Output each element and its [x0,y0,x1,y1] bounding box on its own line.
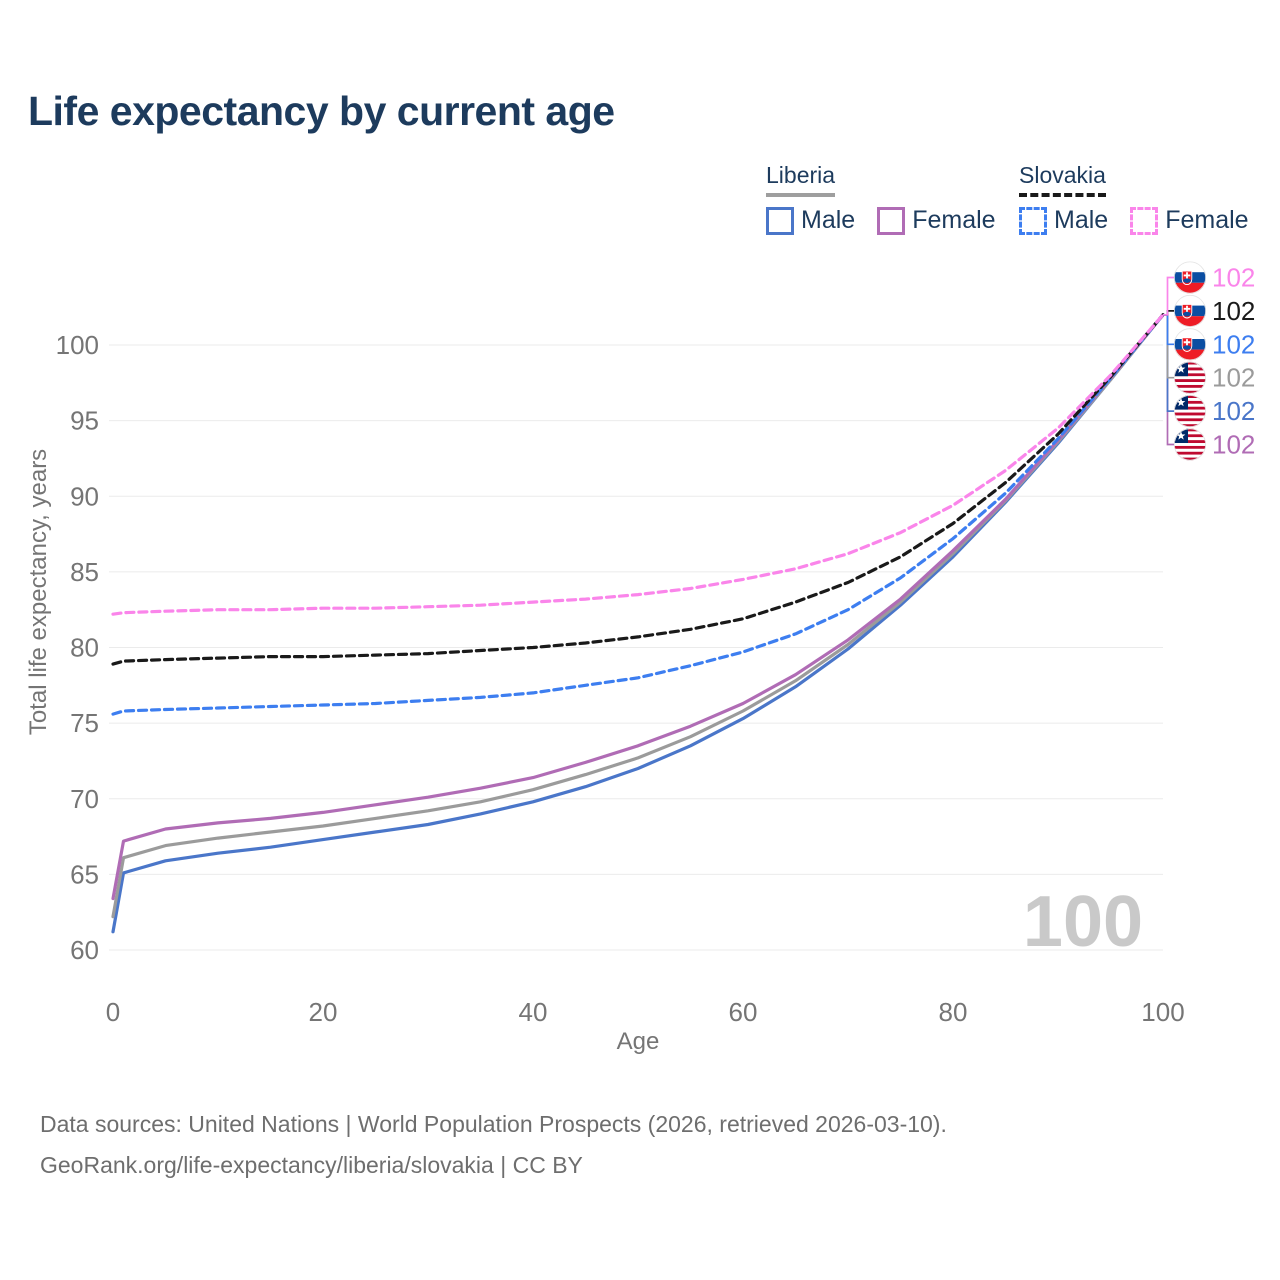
legend-country-slovakia: Slovakia [1019,162,1106,197]
end-label-connector-liberia-total [1163,313,1174,379]
page-title: Life expectancy by current age [28,88,615,134]
y-tick-label-60: 60 [70,935,99,965]
flag-slovakia-icon [1173,261,1207,294]
end-label-flag-slovakia-female [1173,261,1207,294]
legend-item-liberia-female[interactable]: Female [912,206,996,234]
y-tick-label-75: 75 [70,708,99,738]
legend-item-slovakia-female[interactable]: Female [1165,206,1249,234]
y-tick-label-100: 100 [56,330,99,360]
end-label-flag-liberia-total [1173,361,1207,394]
x-tick-label-40: 40 [519,997,548,1027]
series-line-liberia-male [111,313,1165,934]
legend-group-slovakia: Slovakia Male Female [1019,162,1271,235]
x-tick-label-20: 20 [309,997,338,1027]
series-line-slovakia-female [111,313,1165,616]
end-label-flag-liberia-female [1173,428,1207,461]
end-label-connector-liberia-female [1163,313,1174,446]
series-line-liberia-total [111,313,1165,919]
series-line-liberia-female [111,313,1165,901]
legend-swatch-slovakia-male[interactable] [1019,206,1047,235]
x-tick-label-100: 100 [1141,997,1184,1027]
legend-country-liberia: Liberia [766,162,836,197]
end-label-flag-slovakia-total [1173,294,1207,327]
end-label-value-liberia-female: 102 [1212,430,1255,460]
legend-item-slovakia-male[interactable]: Male [1054,206,1109,234]
legend-swatch-liberia-male[interactable] [766,206,794,235]
end-label-connector-slovakia-male [1163,313,1174,346]
legend: Liberia Male Female Slovakia Male Female [0,162,1280,242]
footer-source-url: GeoRank.org/life-expectancy/liberia/slov… [40,1152,583,1178]
y-tick-label-65: 65 [70,859,99,889]
footer: Data sources: United Nations | World Pop… [40,1104,947,1186]
y-tick-label-95: 95 [70,406,99,436]
y-tick-label-80: 80 [70,633,99,663]
end-label-value-slovakia-total: 102 [1212,296,1255,326]
x-tick-label-0: 0 [106,997,120,1027]
legend-swatch-liberia-female[interactable] [877,206,906,235]
x-axis-title: Age [617,1028,660,1055]
flag-slovakia-icon [1173,294,1207,327]
y-axis-title: Total life expectancy, years [25,449,52,735]
series-line-slovakia-male [111,313,1165,716]
end-label-flag-slovakia-male [1173,328,1207,361]
y-tick-label-85: 85 [70,557,99,587]
footer-data-sources: Data sources: United Nations | World Pop… [40,1111,947,1137]
end-label-value-liberia-total: 102 [1212,363,1255,393]
series-line-slovakia-total [111,313,1165,666]
end-label-value-slovakia-female: 102 [1212,263,1255,293]
end-label-connector-slovakia-female [1163,276,1174,316]
end-label-value-liberia-male: 102 [1212,396,1255,426]
end-label-connector-liberia-male [1163,313,1174,412]
flag-liberia-icon [1173,428,1207,461]
flag-liberia-icon [1173,395,1207,428]
legend-group-liberia: Liberia Male Female [766,162,1018,235]
age-watermark: 100 [1023,882,1143,962]
y-tick-label-90: 90 [70,481,99,511]
flag-slovakia-icon [1173,328,1207,361]
flag-liberia-icon [1173,361,1207,394]
x-tick-label-60: 60 [729,997,758,1027]
y-tick-label-70: 70 [70,784,99,814]
end-label-flag-liberia-male [1173,395,1207,428]
legend-item-liberia-male[interactable]: Male [801,206,856,234]
legend-swatch-slovakia-female[interactable] [1130,206,1159,235]
end-label-value-slovakia-male: 102 [1212,329,1255,359]
x-tick-label-80: 80 [939,997,968,1027]
